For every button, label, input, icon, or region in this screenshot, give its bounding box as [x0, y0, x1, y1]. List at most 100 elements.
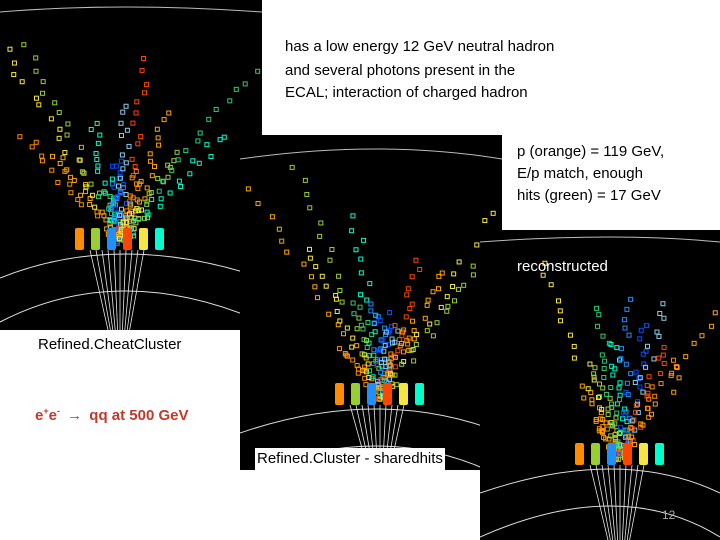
calorimeter-hit — [356, 315, 362, 321]
calorimeter-hit — [152, 164, 158, 170]
calorimeter-hit — [242, 81, 248, 87]
calorimeter-hit — [133, 168, 139, 174]
calorimeter-hit — [120, 220, 126, 226]
calorimeter-hit — [217, 137, 223, 143]
calorimeter-hit — [227, 98, 233, 104]
calorimeter-hit — [141, 55, 147, 61]
calorimeter-hit — [660, 301, 666, 307]
calorimeter-hit — [414, 332, 420, 338]
calorimeter-hit — [410, 318, 416, 324]
track-line — [601, 464, 614, 540]
calorimeter-hit — [451, 271, 457, 277]
calorimeter-hit — [628, 296, 634, 302]
cluster-core — [155, 228, 164, 250]
calorimeter-hit — [169, 167, 175, 173]
calorimeter-hit — [336, 273, 342, 279]
calorimeter-hit — [157, 203, 163, 209]
calorimeter-hit — [388, 351, 394, 357]
calorimeter-hit — [623, 361, 629, 367]
calorimeter-hit — [380, 338, 386, 344]
calorimeter-hit — [613, 435, 619, 441]
calorimeter-hit — [411, 358, 417, 364]
calorimeter-hit — [652, 393, 658, 399]
calorimeter-hit — [645, 390, 651, 396]
calorimeter-hit — [289, 164, 295, 170]
cluster-core — [351, 383, 360, 405]
calorimeter-hit — [604, 391, 610, 397]
calorimeter-hit — [407, 306, 413, 312]
calorimeter-hit — [601, 366, 607, 372]
calorimeter-hit — [567, 332, 573, 338]
calorimeter-hit — [609, 363, 615, 369]
calorimeter-hit — [430, 289, 436, 295]
calorimeter-hit — [94, 120, 100, 126]
calorimeter-hit — [405, 341, 411, 347]
calorimeter-hit — [64, 132, 70, 138]
calorimeter-hit — [350, 357, 356, 363]
calorimeter-hit — [632, 409, 638, 415]
calorimeter-hit — [392, 372, 398, 378]
calorimeter-hit — [329, 246, 335, 252]
calorimeter-hit — [358, 292, 364, 298]
calorimeter-hit — [470, 272, 476, 278]
track-line — [595, 464, 611, 540]
calorimeter-hit — [21, 42, 27, 48]
calorimeter-hit — [638, 327, 644, 333]
calorimeter-hit — [148, 190, 154, 196]
calorimeter-hit — [557, 308, 563, 314]
calorimeter-hit — [333, 292, 339, 298]
calorimeter-hit — [364, 297, 370, 303]
reconstructed-label: reconstructed — [517, 258, 608, 275]
calorimeter-hit — [608, 401, 614, 407]
calorimeter-hit — [68, 190, 74, 196]
top-annotation-line-1: has a low energy 12 GeV neutral hadron — [285, 38, 555, 55]
calorimeter-hit — [107, 207, 113, 213]
calorimeter-hit — [307, 255, 313, 261]
process-e1: e — [35, 407, 44, 424]
calorimeter-hit — [585, 386, 591, 392]
calorimeter-hit — [349, 228, 355, 234]
calorimeter-hit — [109, 201, 115, 207]
cluster-core — [415, 383, 424, 405]
calorimeter-hit — [361, 237, 367, 243]
calorimeter-hit — [136, 216, 142, 222]
track-line — [126, 249, 139, 330]
calorimeter-hit — [11, 72, 17, 78]
calorimeter-hit — [381, 325, 387, 331]
detector-arc — [240, 148, 502, 160]
calorimeter-hit — [119, 206, 125, 212]
calorimeter-hit — [591, 371, 597, 377]
calorimeter-hit — [118, 189, 124, 195]
calorimeter-hit — [358, 256, 364, 262]
calorimeter-hit — [370, 374, 376, 380]
calorimeter-hit — [599, 352, 605, 358]
calorimeter-hit — [56, 135, 62, 141]
calorimeter-hit — [93, 150, 99, 156]
calorimeter-hit — [382, 356, 388, 362]
calorimeter-hit — [102, 180, 108, 186]
calorimeter-hit — [118, 158, 124, 164]
calorimeter-hit — [48, 116, 54, 122]
calorimeter-hit — [197, 130, 203, 136]
calorimeter-hit — [593, 417, 599, 423]
calorimeter-hit — [178, 184, 184, 190]
calorimeter-hit — [133, 110, 139, 116]
calorimeter-hit — [427, 321, 433, 327]
calorimeter-hit — [644, 382, 650, 388]
track-line — [122, 249, 127, 330]
calorimeter-hit — [350, 300, 356, 306]
calorimeter-hit — [661, 344, 667, 350]
calorimeter-hit — [366, 340, 372, 346]
calorimeter-hit — [142, 90, 148, 96]
calorimeter-hit — [556, 298, 562, 304]
track-line — [589, 464, 609, 540]
calorimeter-hit — [221, 134, 227, 140]
calorimeter-hit — [683, 354, 689, 360]
calorimeter-hit — [368, 308, 374, 314]
calorimeter-hit — [154, 126, 160, 132]
event-display-left — [0, 0, 262, 330]
calorimeter-hit — [425, 297, 431, 303]
calorimeter-hit — [600, 428, 606, 434]
calorimeter-hit — [610, 372, 616, 378]
calorimeter-hit — [79, 169, 85, 175]
